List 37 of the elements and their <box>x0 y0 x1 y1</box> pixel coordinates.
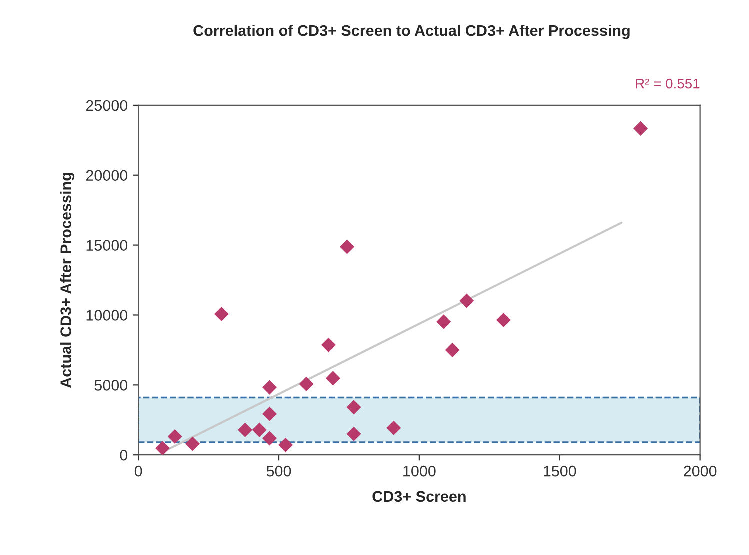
text: R² = 0.551 <box>636 78 700 89</box>
point <box>155 441 170 456</box>
x-tick-label: 2000 <box>684 466 717 477</box>
point <box>346 426 362 442</box>
y-tick-label: 0 <box>120 450 128 461</box>
y-tick-label: 20000 <box>86 170 128 182</box>
point <box>633 121 648 136</box>
x-axis-title: CD3+ Screen <box>372 491 466 502</box>
x-tick-label: 1000 <box>404 466 436 477</box>
y-tick-label: 5000 <box>94 380 128 391</box>
point <box>460 294 474 308</box>
y-tick-label: 10000 <box>86 310 128 321</box>
point <box>496 312 511 328</box>
point <box>321 338 336 352</box>
point <box>326 371 340 386</box>
point <box>262 431 278 446</box>
point <box>445 342 460 358</box>
x-tick-label: 1500 <box>544 466 576 477</box>
y-tick-label: 25000 <box>86 100 128 112</box>
point <box>238 422 253 438</box>
point <box>346 400 362 415</box>
y-axis-title: Actual CD3+ After Processing <box>60 173 75 388</box>
point <box>340 240 355 254</box>
point <box>299 376 314 392</box>
point <box>436 314 452 330</box>
chart-title: Correlation of CD3+ Screen to Actual CD3+ After Processing <box>194 24 630 40</box>
point <box>168 429 182 444</box>
point <box>185 436 200 452</box>
point <box>262 380 278 395</box>
point <box>214 306 229 322</box>
x-tick-label: 500 <box>266 466 292 477</box>
point <box>278 438 294 452</box>
point <box>386 420 402 436</box>
point <box>252 422 267 438</box>
x-tick-label: 0 <box>134 466 142 477</box>
y-tick-label: 15000 <box>86 240 128 251</box>
point <box>262 406 278 422</box>
